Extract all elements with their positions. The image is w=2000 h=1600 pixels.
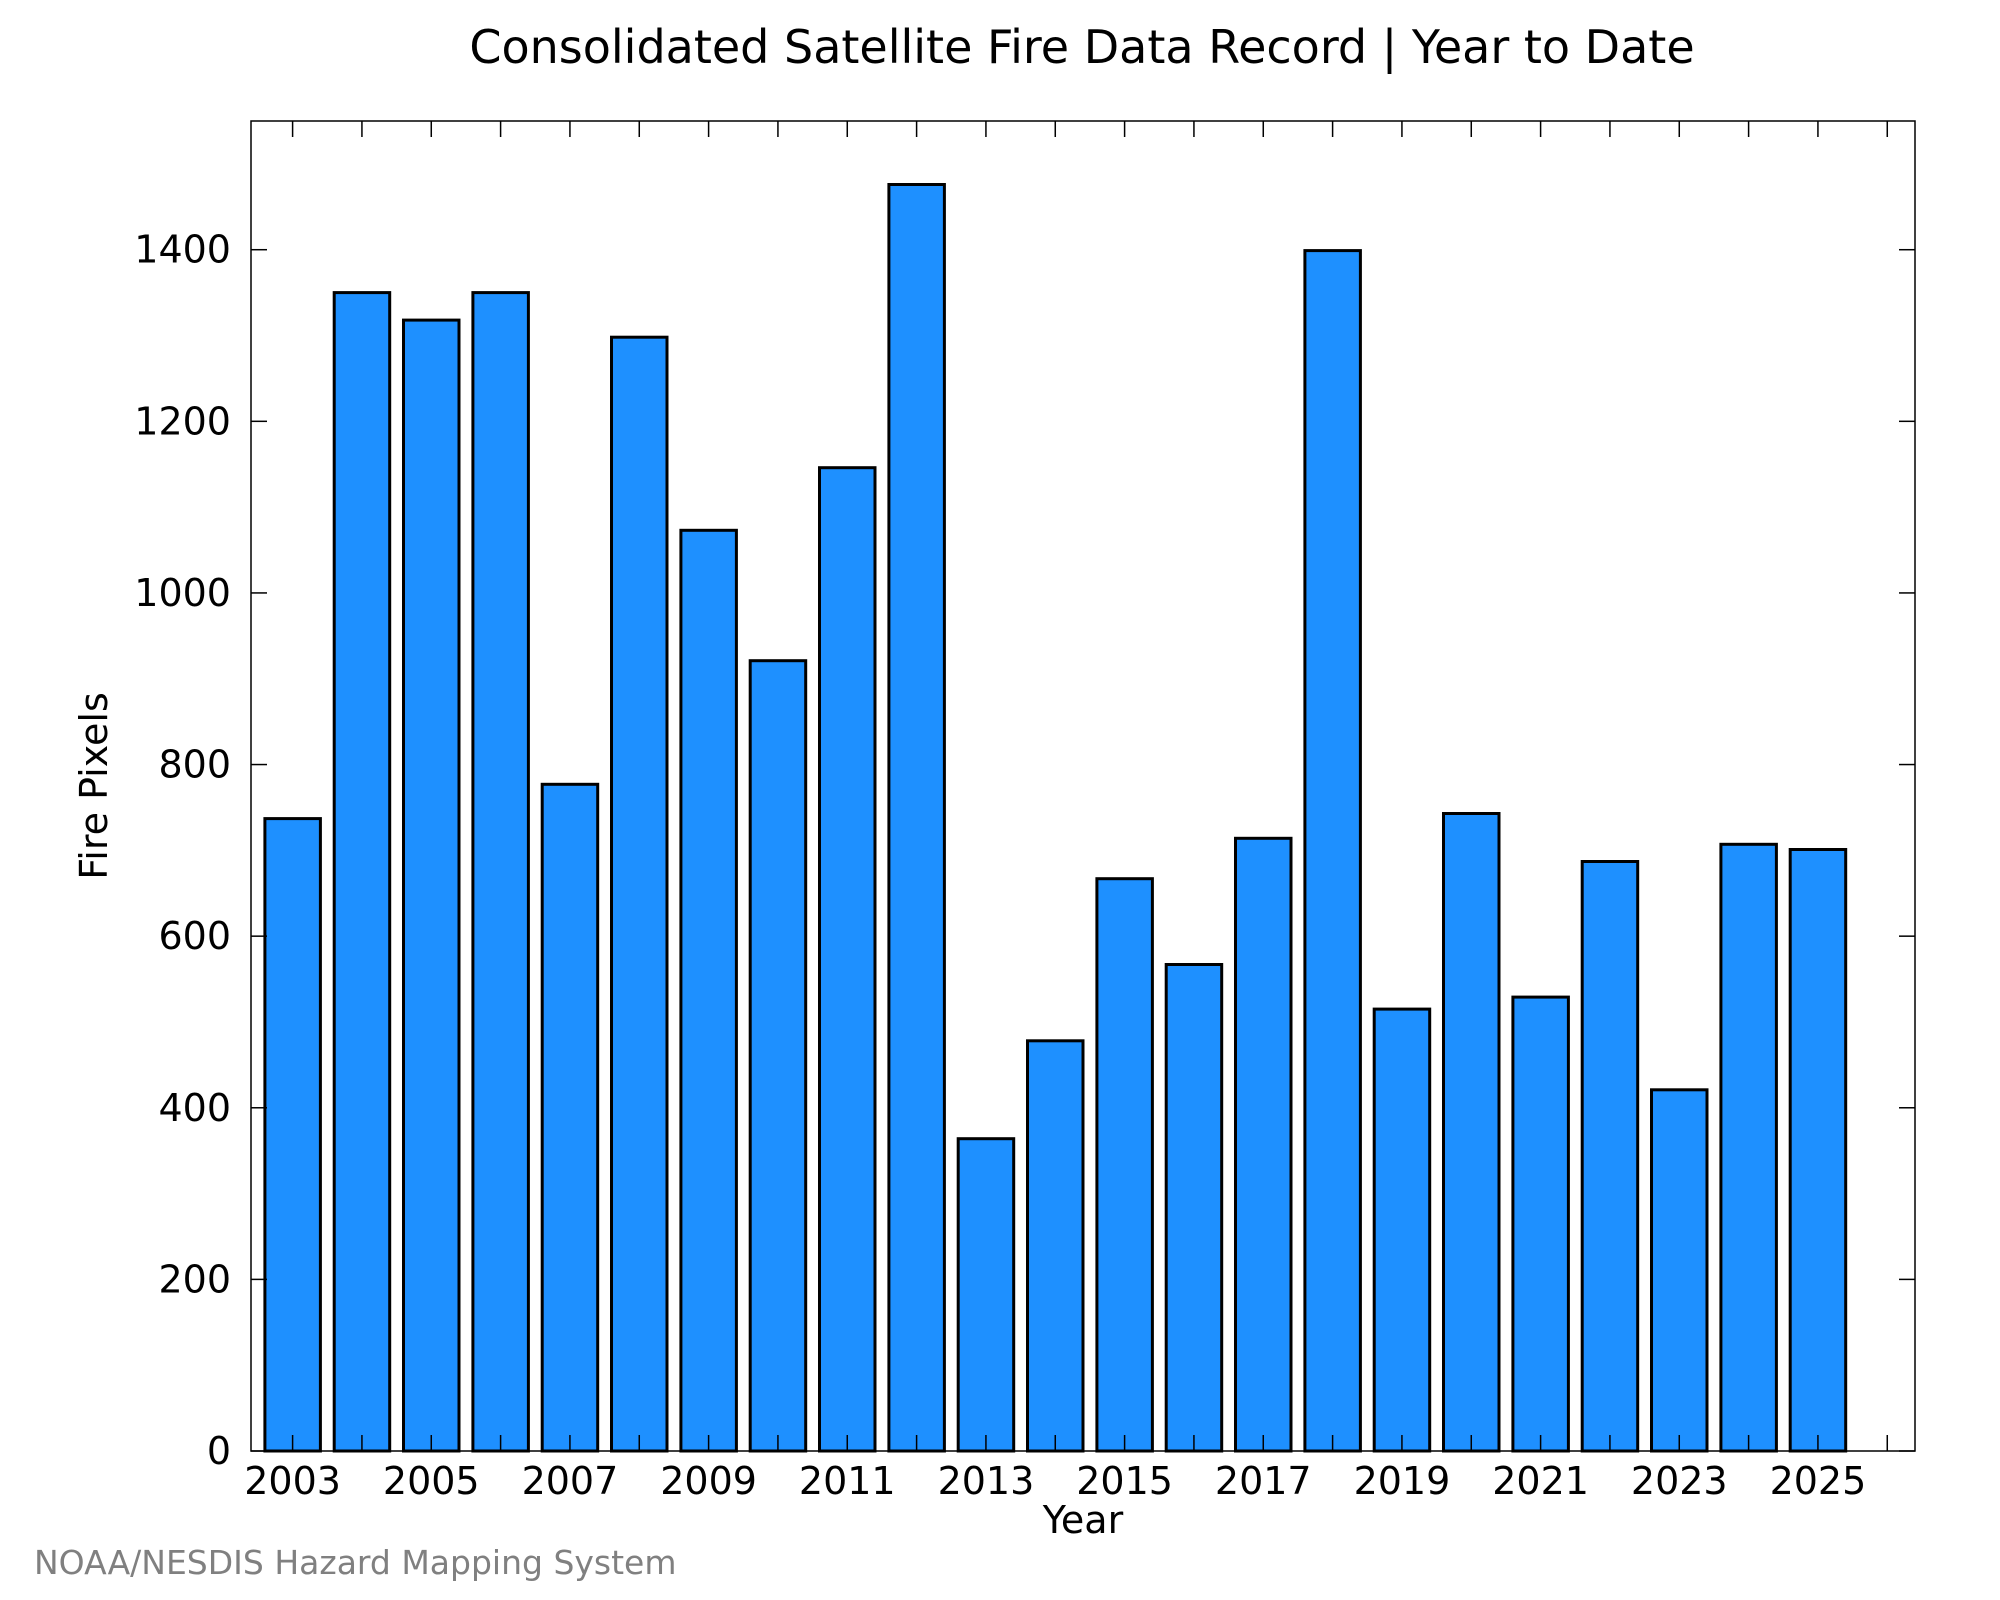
x-tick-label-2013: 2013 xyxy=(938,1459,1035,1503)
x-tick-label-2009: 2009 xyxy=(660,1459,757,1503)
x-axis-ticks: 2003 2005 2007 2009 2011 2013 2015 2017 2019 2021… xyxy=(244,121,1889,1503)
y-tick-label-600: 600 xyxy=(158,914,231,958)
x-tick-label-2007: 2007 xyxy=(522,1459,619,1503)
y-tick-label-1200: 1200 xyxy=(134,399,231,443)
bar-2022 xyxy=(1580,860,1640,1453)
bar-2011 xyxy=(818,466,877,1453)
bar-2024 xyxy=(1719,842,1778,1453)
x-tick-label-2025: 2025 xyxy=(1770,1459,1867,1503)
x-tick-label-2003: 2003 xyxy=(244,1459,341,1503)
x-tick-label-2005: 2005 xyxy=(383,1459,480,1503)
y-axis-title: Fire Pixels xyxy=(72,692,116,880)
bar-2004 xyxy=(332,291,392,1453)
bar-2010 xyxy=(748,659,808,1453)
plot-frame xyxy=(250,120,1916,1452)
bar-2013 xyxy=(956,1137,1016,1453)
x-axis-title: Year xyxy=(1042,1498,1124,1542)
bar-2003 xyxy=(263,817,322,1453)
bar-2018 xyxy=(1303,249,1362,1453)
bar-2023 xyxy=(1650,1088,1709,1453)
y-tick-label-400: 400 xyxy=(158,1086,231,1130)
bar-2020 xyxy=(1442,812,1501,1453)
y-tick-label-200: 200 xyxy=(158,1257,231,1301)
x-tick-label-2023: 2023 xyxy=(1631,1459,1728,1503)
x-tick-label-2021: 2021 xyxy=(1492,1459,1589,1503)
bar-2012 xyxy=(887,183,946,1453)
bar-2021 xyxy=(1511,995,1570,1453)
bar-2016 xyxy=(1164,963,1224,1453)
y-axis-ticks: 0 200 400 600 800 1000 1200 1400 xyxy=(134,228,1915,1473)
bar-2007 xyxy=(540,782,600,1453)
bar-2015 xyxy=(1095,877,1154,1453)
credit-text: NOAA/NESDIS Hazard Mapping System xyxy=(34,1543,677,1582)
bar-2009 xyxy=(679,528,738,1453)
x-tick-label-2015: 2015 xyxy=(1076,1459,1173,1503)
bar-2006 xyxy=(471,291,530,1453)
bars-group xyxy=(263,183,1848,1453)
bar-2005 xyxy=(402,318,461,1453)
bar-2014 xyxy=(1026,1039,1085,1453)
x-tick-label-2011: 2011 xyxy=(799,1459,896,1503)
y-tick-label-0: 0 xyxy=(207,1429,231,1473)
y-tick-label-1000: 1000 xyxy=(134,571,231,615)
y-tick-label-1400: 1400 xyxy=(134,228,231,272)
bar-2008 xyxy=(610,335,669,1453)
x-tick-label-2019: 2019 xyxy=(1354,1459,1451,1503)
y-tick-label-800: 800 xyxy=(158,743,231,787)
chart-title: Consolidated Satellite Fire Data Record … xyxy=(469,20,1694,75)
bar-2017 xyxy=(1234,836,1293,1453)
bar-2019 xyxy=(1372,1007,1432,1453)
bar-2025 xyxy=(1788,848,1848,1453)
x-tick-label-2017: 2017 xyxy=(1215,1459,1312,1503)
